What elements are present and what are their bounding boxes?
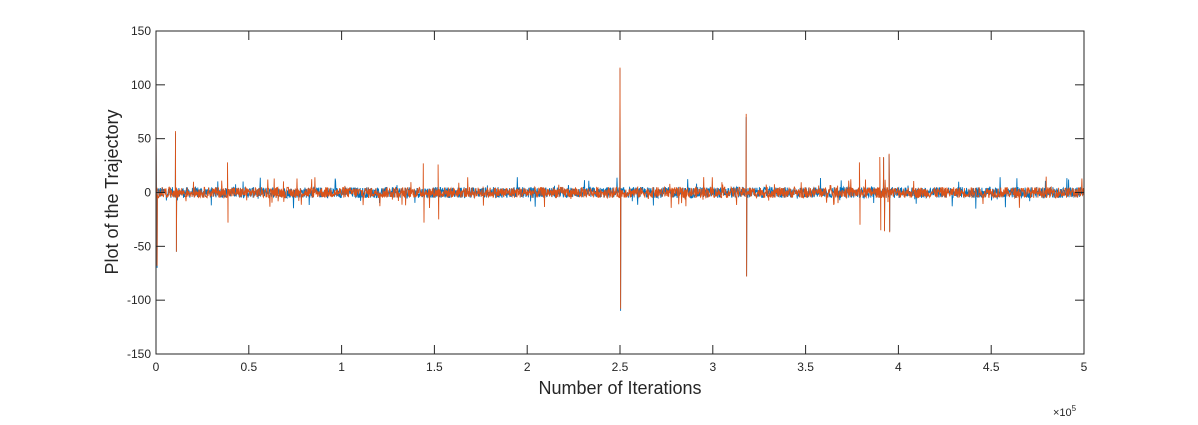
y-tick-label: -150 [127, 347, 151, 361]
y-tick-label: -100 [127, 293, 151, 307]
series-layer [155, 67, 1085, 311]
y-tick-label: 100 [131, 78, 151, 92]
x-exponent-base: ×10 [1053, 407, 1072, 419]
x-exponent-power: 5 [1072, 404, 1077, 413]
x-tick-label: 3.5 [797, 360, 814, 374]
y-tick-label: -50 [134, 239, 152, 253]
x-tick-label: 4 [895, 360, 902, 374]
y-tick-label: 150 [131, 24, 151, 38]
x-tick-label: 0.5 [240, 360, 257, 374]
x-tick-label: 3 [709, 360, 716, 374]
x-tick-label: 5 [1081, 360, 1088, 374]
x-exponent-label: ×105 [1053, 404, 1077, 419]
y-axis-label: Plot of the Trajectory [102, 109, 122, 274]
x-tick-label: 2 [524, 360, 531, 374]
x-tick-label: 1 [338, 360, 345, 374]
x-tick-label: 1.5 [426, 360, 443, 374]
x-tick-label: 4.5 [983, 360, 1000, 374]
axes-layer: 0 0.5 1 1.5 2 2.5 3 3.5 4 4.5 5 150 100 50 0 -50 -100 -15… [127, 24, 1088, 374]
x-tick-label: 2.5 [612, 360, 629, 374]
x-axis-label: Number of Iterations [538, 378, 701, 398]
y-tick-label: 50 [138, 132, 152, 146]
x-tick-label: 0 [153, 360, 160, 374]
series-line-2 [155, 67, 1085, 309]
y-tick-label: 0 [144, 186, 151, 200]
